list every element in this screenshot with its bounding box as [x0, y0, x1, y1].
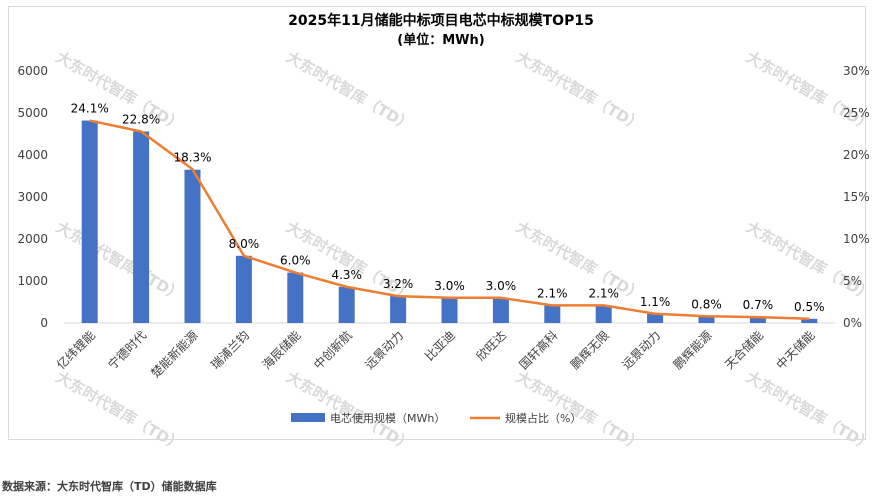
y-right-tick-label: 10% — [843, 232, 870, 246]
watermark-text: 大东时代智库（TD） — [53, 218, 186, 305]
x-tick-label: 中天储能 — [773, 328, 818, 373]
data-label: 2.1% — [537, 286, 568, 300]
data-label: 8.0% — [229, 237, 260, 251]
x-tick-label: 远景动力 — [362, 328, 406, 372]
data-label: 3.0% — [434, 279, 465, 293]
x-tick-label: 比亚迪 — [422, 328, 457, 363]
bar — [81, 120, 98, 323]
data-label: 6.0% — [280, 254, 311, 268]
y-right-tick-label: 30% — [843, 64, 870, 78]
bar — [647, 313, 664, 323]
data-label: 4.3% — [331, 268, 362, 282]
data-label: 24.1% — [71, 102, 109, 116]
watermark-text: 大东时代智库（TD） — [513, 218, 646, 305]
x-tick-label: 国轩高科 — [516, 328, 561, 373]
x-tick-label: 天合储能 — [721, 328, 766, 373]
x-tick-label: 亿纬锂能 — [53, 328, 98, 373]
watermark-text: 大东时代智库（TD） — [743, 218, 876, 305]
data-labels: 24.1% 22.8% 18.3% 8.0% 6.0% 4.3% 3.2% 3.0% 3.0% 2… — [71, 102, 825, 314]
bar — [338, 286, 355, 323]
y-left-tick-label: 5000 — [17, 106, 48, 120]
bar — [492, 297, 509, 323]
data-label: 3.2% — [383, 277, 414, 291]
bar — [390, 296, 407, 323]
chart-frame — [8, 6, 866, 440]
data-label: 0.7% — [743, 298, 774, 312]
bar-series — [81, 120, 818, 323]
bar — [441, 297, 458, 323]
data-label: 1.1% — [640, 295, 671, 309]
data-label: 2.1% — [588, 286, 619, 300]
x-tick-label: 宁德时代 — [105, 328, 150, 373]
data-label: 0.5% — [794, 300, 825, 314]
bar — [595, 305, 612, 323]
y-left-tick-label: 1000 — [17, 274, 48, 288]
y-left-tick-label: 2000 — [17, 232, 48, 246]
y-left-tick-label: 0 — [40, 316, 48, 330]
x-tick-label: 海辰储能 — [259, 328, 304, 373]
bar — [544, 305, 561, 323]
watermark-layer: 大东时代智库（TD） 大东时代智库（TD） 大东时代智库（TD） 大东时代智库（TD）… — [53, 48, 876, 455]
chart-subtitle: (单位：MWh) — [397, 32, 484, 48]
y-right-tick-label: 20% — [843, 148, 870, 162]
left-axis: 0 1000 2000 3000 4000 5000 6000 — [17, 64, 48, 330]
bar — [749, 317, 766, 323]
data-label: 22.8% — [122, 112, 160, 126]
watermark-text: 大东时代智库（TD） — [743, 48, 876, 135]
combo-chart: 大东时代智库（TD） 大东时代智库（TD） 大东时代智库（TD） 大东时代智库（TD）… — [17, 12, 876, 455]
y-right-tick-label: 25% — [843, 106, 870, 120]
bar — [184, 169, 201, 323]
x-tick-label: 中创新航 — [310, 328, 355, 373]
bar — [235, 255, 252, 323]
y-left-tick-label: 3000 — [17, 190, 48, 204]
watermark-text: 大东时代智库（TD） — [53, 368, 186, 455]
legend-bar-swatch — [291, 413, 325, 422]
legend: 电芯使用规模（MWh） 规模占比（%） — [291, 411, 581, 425]
y-right-tick-label: 5% — [843, 274, 862, 288]
watermark-text: 大东时代智库（TD） — [743, 368, 876, 455]
x-tick-label: 鹏辉能源 — [671, 328, 715, 372]
data-source: 数据来源：大东时代智库（TD）储能数据库 — [2, 480, 217, 493]
x-tick-label: 鹏辉无限 — [568, 328, 612, 372]
legend-line-label: 规模占比（%） — [505, 411, 581, 425]
watermark-text: 大东时代智库（TD） — [283, 48, 416, 135]
bar — [133, 131, 150, 323]
x-tick-label: 瑞浦兰钧 — [208, 328, 252, 372]
legend-bar-label: 电芯使用规模（MWh） — [330, 411, 445, 425]
bar — [801, 318, 818, 323]
right-axis: 0% 5% 10% 15% 20% 25% 30% — [843, 64, 870, 330]
data-label: 0.8% — [691, 297, 722, 311]
x-tick-labels: 亿纬锂能 宁德时代 楚能新能源 瑞浦兰钧 海辰储能 中创新航 远景动力 比亚迪 欣旺达 国轩高科鹏… — [53, 328, 817, 381]
x-tick-label: 楚能新能源 — [148, 328, 201, 381]
bar — [287, 272, 304, 323]
y-right-tick-label: 0% — [843, 316, 862, 330]
x-tick-label: 远景动力 — [619, 328, 663, 372]
watermark-text: 大东时代智库（TD） — [513, 48, 646, 135]
data-label: 18.3% — [173, 150, 211, 164]
y-right-tick-label: 15% — [843, 190, 870, 204]
chart-title: 2025年11月储能中标项目电芯中标规模TOP15 — [288, 12, 594, 29]
watermark-text: 大东时代智库（TD） — [53, 48, 186, 135]
x-tick-label: 欣旺达 — [474, 328, 509, 363]
y-left-tick-label: 6000 — [17, 64, 48, 78]
y-left-tick-label: 4000 — [17, 148, 48, 162]
bar — [698, 316, 715, 323]
line-series — [89, 119, 810, 321]
data-label: 3.0% — [486, 279, 517, 293]
